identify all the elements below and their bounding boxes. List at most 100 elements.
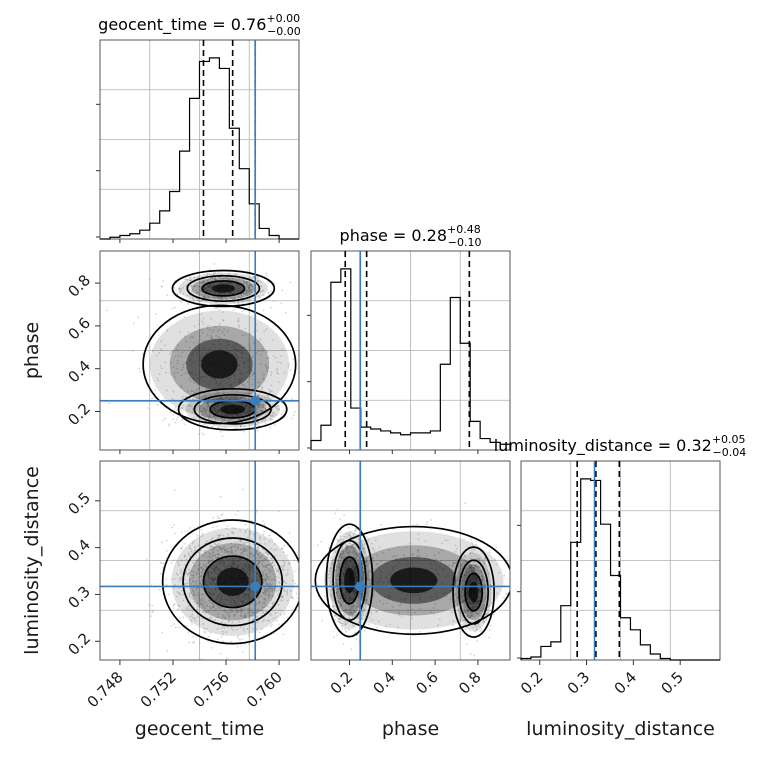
scatter-point [240, 609, 243, 611]
scatter-point [218, 324, 221, 327]
scatter-point [236, 414, 239, 417]
scatter-point [364, 560, 367, 563]
scatter-point [467, 592, 470, 594]
scatter-point [264, 591, 267, 593]
scatter-point [242, 280, 245, 283]
scatter-point [264, 414, 267, 417]
scatter-point [259, 410, 262, 413]
scatter-point [256, 281, 259, 283]
scatter-point [235, 390, 238, 393]
scatter-point [236, 566, 239, 569]
scatter-point [242, 542, 245, 544]
scatter-point [181, 410, 183, 412]
scatter-point [294, 582, 296, 585]
scatter-point [261, 386, 264, 389]
scatter-point [198, 595, 201, 598]
scatter-point [218, 537, 221, 539]
scatter-point [249, 529, 252, 532]
scatter-point [210, 380, 213, 383]
scatter-point [192, 570, 195, 573]
scatter-point [477, 600, 480, 603]
scatter-point [342, 551, 345, 554]
scatter-point [472, 606, 475, 609]
scatter-point [233, 561, 235, 564]
scatter-point [231, 402, 234, 405]
scatter-point [239, 597, 242, 600]
scatter-point [281, 289, 284, 292]
scatter-point [261, 561, 264, 563]
scatter-point [174, 355, 177, 358]
scatter-point [263, 577, 266, 579]
scatter-point [186, 278, 189, 281]
scatter-point [344, 561, 347, 564]
scatter-point [212, 551, 215, 554]
scatter-point [351, 543, 354, 546]
scatter-point [207, 591, 210, 594]
scatter-point [244, 292, 247, 295]
scatter-point [340, 604, 343, 607]
scatter-point [245, 403, 248, 406]
scatter-point [201, 410, 204, 413]
scatter-point [210, 317, 213, 320]
scatter-point [160, 562, 163, 565]
scatter-point [236, 355, 239, 358]
scatter-point [471, 541, 473, 544]
scatter-point [346, 551, 349, 554]
scatter-point [348, 598, 351, 601]
scatter-point [267, 357, 270, 360]
scatter-point [176, 371, 179, 374]
title-plus-error: +0.05 [712, 433, 746, 446]
scatter-point [343, 569, 346, 571]
scatter-point [361, 544, 364, 547]
scatter-point [302, 586, 304, 588]
scatter-point [264, 542, 267, 545]
scatter-point [361, 621, 364, 624]
scatter-point [231, 610, 233, 613]
scatter-point [244, 327, 247, 330]
scatter-point [195, 291, 198, 294]
scatter-point [470, 569, 473, 572]
scatter-point [224, 402, 227, 405]
scatter-point [251, 611, 253, 614]
scatter-point [451, 563, 454, 566]
scatter-point [469, 653, 472, 656]
scatter-point [263, 396, 266, 399]
scatter-point [248, 567, 251, 570]
scatter-point [340, 549, 343, 552]
scatter-point [463, 612, 466, 614]
scatter-point [246, 294, 249, 296]
scatter-point [266, 619, 269, 622]
scatter-point [278, 589, 281, 591]
scatter-point [245, 385, 247, 388]
scatter-point [363, 608, 365, 611]
scatter-point [197, 347, 200, 350]
scatter-point [179, 292, 182, 295]
scatter-point [451, 579, 453, 581]
scatter-point [273, 300, 275, 302]
scatter-point [266, 350, 269, 353]
scatter-point [260, 290, 263, 293]
scatter-point [226, 547, 229, 550]
scatter-point [387, 581, 390, 584]
scatter-point [164, 361, 167, 364]
scatter-point [218, 596, 221, 599]
scatter-point [259, 404, 262, 407]
scatter-point [257, 562, 260, 565]
scatter-point [467, 608, 470, 611]
scatter-point [210, 545, 212, 548]
scatter-point [226, 277, 229, 280]
scatter-point [234, 279, 237, 281]
scatter-point [277, 576, 280, 579]
scatter-point [239, 600, 242, 602]
scatter-point [227, 414, 230, 417]
scatter-point [256, 621, 259, 624]
scatter-point [213, 579, 216, 581]
scatter-point [176, 604, 179, 607]
scatter-point [181, 397, 184, 400]
scatter-point [174, 421, 177, 424]
scatter-point [467, 609, 470, 612]
scatter-point [185, 361, 188, 363]
scatter-point [341, 556, 343, 559]
scatter-point [198, 641, 201, 644]
